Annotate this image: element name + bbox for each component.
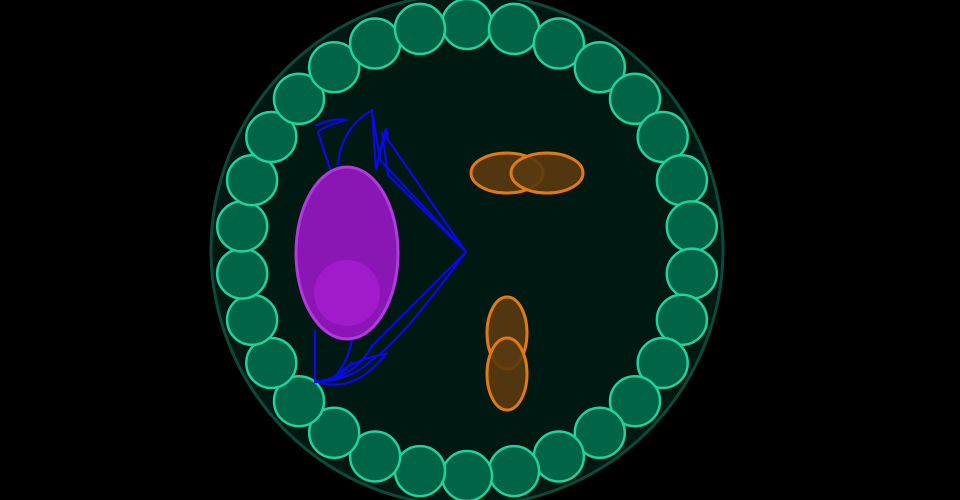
- ring-cell: [215, 200, 269, 253]
- ring-cell: [573, 40, 627, 94]
- ring-cell: [532, 430, 586, 483]
- ring-cell: [245, 110, 298, 164]
- ring-cell: [665, 247, 719, 300]
- ring-cell: [348, 430, 402, 483]
- ring-cell: [215, 247, 269, 300]
- ring-cell: [532, 17, 586, 70]
- ring-cell: [573, 406, 627, 460]
- nucleolus: [314, 260, 380, 326]
- ring-cell: [655, 293, 709, 347]
- organelle-vertical-bottom: [485, 336, 529, 412]
- ring-cell: [608, 374, 662, 428]
- organelle-horizontal-right: [509, 151, 585, 195]
- ring-cells: [215, 0, 719, 500]
- ring-cell: [636, 336, 689, 390]
- spindle-fiber: [380, 131, 467, 253]
- spindle-fibers: [313, 108, 467, 386]
- spindle-fiber: [378, 131, 390, 151]
- ring-cell: [225, 153, 279, 207]
- ring-cell: [487, 2, 541, 56]
- ring-cell: [348, 17, 402, 70]
- ring-cell: [608, 72, 662, 126]
- ring-cell: [440, 449, 494, 500]
- spindle-fiber: [317, 352, 389, 386]
- spindle-fiber: [384, 127, 467, 253]
- ring-cell: [393, 444, 447, 498]
- ring-cell: [225, 293, 279, 347]
- ring-cell: [440, 0, 494, 51]
- outer-disc: [209, 0, 725, 500]
- ring-cell: [307, 40, 361, 94]
- ring-cell: [655, 153, 709, 207]
- ring-cell: [245, 336, 298, 390]
- ring-cell: [487, 444, 541, 498]
- ring-cell: [636, 110, 689, 164]
- organelles: [469, 151, 585, 412]
- ring-cell: [307, 406, 361, 460]
- ring-cell: [272, 72, 326, 126]
- spindle-fiber: [329, 337, 354, 383]
- ring-cell: [272, 374, 326, 428]
- spindle-fiber: [314, 118, 350, 176]
- ring-cell: [665, 200, 719, 253]
- ring-cell: [393, 2, 447, 56]
